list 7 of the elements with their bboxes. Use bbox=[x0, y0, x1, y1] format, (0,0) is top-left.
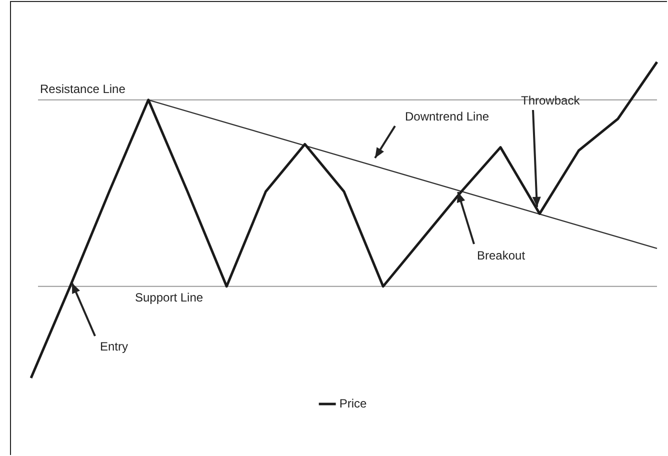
ref-line-label: Support Line bbox=[135, 290, 204, 305]
annotation: Breakout bbox=[477, 248, 526, 262]
annotation: Throwback bbox=[521, 93, 581, 108]
annotation: Entry bbox=[100, 339, 128, 354]
annotation: Downtrend Line bbox=[405, 109, 490, 124]
legend-label: Price bbox=[339, 396, 367, 410]
ref-line-label: Resistance Line bbox=[40, 82, 126, 96]
